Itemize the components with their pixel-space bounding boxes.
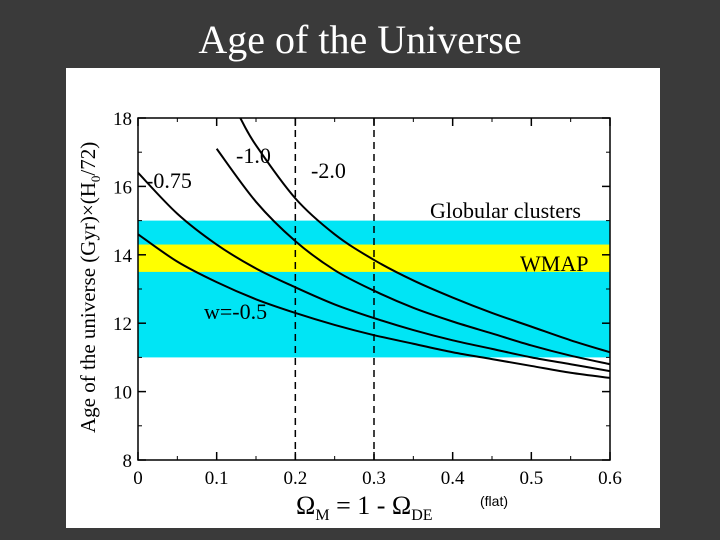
y-axis-main: Age of the universe (Gyr)×(H: [76, 182, 100, 433]
x-axis-sub-m: M: [315, 507, 329, 524]
curve-w=-0.5: [138, 233, 610, 379]
age-chart: 0 0.1 0.2 0.3 0.4 0.5 0.6 8 10 12 14 16 18 Globular …: [76, 109, 622, 524]
curve-label-w-0.5: w=-0.5: [204, 299, 267, 324]
y-axis-tail: /72): [76, 142, 100, 176]
band-label-wmap: WMAP: [520, 251, 588, 276]
y-tick-label: 12: [113, 314, 132, 335]
ticks-layer: 0 0.1 0.2 0.3 0.4 0.5 0.6 8 10 12 14 16 18: [113, 109, 622, 489]
curve-w=-0.75: [138, 172, 610, 373]
x-axis-sub-de: DE: [411, 507, 432, 524]
x-axis-omega: Ω: [296, 491, 315, 520]
curve-label-2.0: -2.0: [311, 158, 346, 183]
y-tick-label: 10: [113, 383, 132, 404]
curve-label-0.75: -0.75: [146, 168, 192, 193]
chart-panel: 0 0.1 0.2 0.3 0.4 0.5 0.6 8 10 12 14 16 18 Globular …: [66, 68, 660, 528]
y-tick-label: 14: [113, 246, 133, 267]
curve-w=-2.0: [239, 118, 610, 354]
x-tick-label: 0.5: [519, 468, 543, 489]
x-tick-label: 0.4: [441, 468, 465, 489]
x-tick-label: 0.3: [362, 468, 386, 489]
x-axis-title: ΩM = 1 - ΩDE: [296, 491, 433, 524]
curves-layer: [138, 118, 610, 379]
y-tick-label: 8: [123, 451, 133, 472]
x-tick-label: 0: [133, 468, 143, 489]
y-tick-label: 18: [113, 109, 132, 130]
x-tick-label: 0.2: [283, 468, 307, 489]
y-tick-label: 16: [113, 177, 132, 198]
x-axis-note: (flat): [480, 493, 508, 509]
y-axis-sub: 0: [88, 176, 103, 183]
x-tick-label: 0.1: [205, 468, 229, 489]
x-axis-mid: = 1 - Ω: [330, 491, 412, 520]
slide-title: Age of the Universe: [198, 17, 522, 62]
curve-label-1.0: -1.0: [236, 143, 271, 168]
y-axis-title: Age of the universe (Gyr)×(H0/72): [76, 142, 103, 433]
curve-w=-1.0: [215, 148, 610, 366]
band-label-globular: Globular clusters: [430, 198, 581, 223]
vertical-lines-layer: [294, 118, 375, 460]
x-tick-label: 0.6: [598, 468, 622, 489]
labels-layer: Globular clusters WMAP w=-0.5 -0.75 -1.0…: [76, 142, 588, 524]
